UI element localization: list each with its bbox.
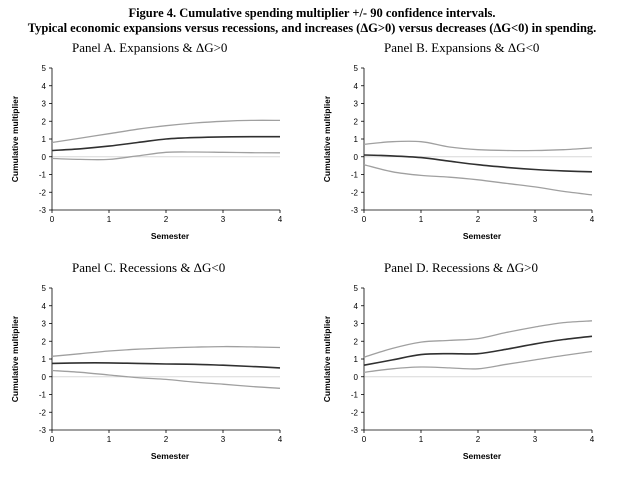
panel-a-y-tick-label: 1: [42, 135, 47, 144]
panel-d-estimate-line: [363, 335, 593, 366]
panel-b-y-axis-label: Cumulative multiplier: [322, 95, 332, 182]
panel-b-y-tick-label: 5: [354, 64, 359, 73]
panel-a-x-tick-label: 3: [221, 215, 226, 224]
panel-b-y-tick-label: 0: [354, 153, 359, 162]
panel-b-y-tick-label: 2: [354, 117, 359, 126]
panel-c-y-tick-label: 5: [42, 284, 47, 293]
panel-b-estimate-line: [363, 154, 593, 173]
panel-b-x-tick-label: 0: [362, 215, 367, 224]
panel-c-y-tick-label: -1: [39, 391, 47, 400]
panel-b-y-tick-label: 1: [354, 135, 359, 144]
panel-d-y-tick-label: -3: [351, 426, 359, 435]
panel-a-y-tick-label: 0: [42, 153, 47, 162]
panel-d-upper-line: [363, 320, 593, 358]
panel-a-x-tick-label: 0: [50, 215, 55, 224]
panel-c-y-tick-label: 1: [42, 355, 47, 364]
panel-a-title: Panel A. Expansions & ΔG>0: [72, 40, 227, 55]
panel-a-y-tick-label: 2: [42, 117, 47, 126]
panel-b: Panel B. Expansions & ΔG<0 -3 -2 -1 0 1 2 3 4 5 0 1…: [312, 38, 624, 258]
panel-a-estimate-line: [51, 135, 280, 152]
panel-a-y-tick-label: 4: [42, 82, 47, 91]
panel-d-y-tick-label: 4: [354, 302, 359, 311]
panel-d-x-tick-label: 4: [590, 435, 595, 444]
panel-c-upper-line: [51, 345, 281, 357]
panel-c-x-tick-label: 2: [164, 435, 169, 444]
panel-b-y-tick-label: 3: [354, 100, 359, 109]
panel-a-chart: Panel A. Expansions & ΔG>0 -3 -2 -1 0 1 2 3 4 5 0 1…: [10, 40, 283, 241]
figure-title-line-1: Figure 4. Cumulative spending multiplier…: [128, 6, 496, 20]
panel-d-title: Panel D. Recessions & ΔG>0: [384, 260, 538, 275]
panel-a-y-axis-label: Cumulative multiplier: [10, 95, 20, 182]
panel-b-title: Panel B. Expansions & ΔG<0: [384, 40, 539, 55]
panel-b-lower-line: [363, 164, 593, 196]
panel-c-y-tick-label: 3: [42, 320, 47, 329]
panel-d-y-tick-label: 1: [354, 355, 359, 364]
panel-d: Panel D. Recessions & ΔG>0 -3 -2 -1 0 1 2 3 4 5 0 1…: [312, 258, 624, 478]
panel-b-y-tick-label: -2: [351, 188, 359, 197]
panel-c-y-tick-label: 4: [42, 302, 47, 311]
panel-d-y-tick-label: -2: [351, 408, 359, 417]
panel-b-x-tick-label: 3: [533, 215, 538, 224]
panel-a-upper-line: [51, 119, 281, 144]
panel-d-x-tick-label: 3: [533, 435, 538, 444]
panel-b-x-tick-label: 2: [476, 215, 481, 224]
panel-b-y-tick-label: -3: [351, 206, 359, 215]
panel-d-y-tick-label: 2: [354, 337, 359, 346]
panel-c-y-tick-label: 2: [42, 337, 47, 346]
figure-title: Figure 4. Cumulative spending multiplier…: [0, 6, 624, 36]
panel-c: Panel C. Recessions & ΔG<0 -3 -2 -1 0 1 2 3 4 5 0 1…: [0, 258, 312, 478]
panel-c-x-axis-label: Semester: [151, 451, 190, 461]
panel-a: Panel A. Expansions & ΔG>0 -3 -2 -1 0 1 2 3 4 5 0 1…: [0, 38, 312, 258]
panel-c-y-axis-label: Cumulative multiplier: [10, 315, 20, 402]
panel-a-lower-line: [51, 151, 281, 161]
panel-a-x-tick-label: 2: [164, 215, 169, 224]
panel-a-y-tick-label: -2: [39, 188, 47, 197]
panel-c-x-tick-label: 3: [221, 435, 226, 444]
panel-d-chart: Panel D. Recessions & ΔG>0 -3 -2 -1 0 1 2 3 4 5 0 1…: [322, 260, 595, 461]
panel-d-y-tick-label: 0: [354, 373, 359, 382]
panel-d-y-tick-label: 3: [354, 320, 359, 329]
panel-a-y-tick-label: -1: [39, 171, 47, 180]
panel-b-x-tick-label: 1: [419, 215, 424, 224]
panel-b-x-axis-label: Semester: [463, 231, 502, 241]
panel-d-x-tick-label: 1: [419, 435, 424, 444]
panel-c-title: Panel C. Recessions & ΔG<0: [72, 260, 225, 275]
panel-d-y-tick-label: 5: [354, 284, 359, 293]
panel-c-y-tick-label: 0: [42, 373, 47, 382]
panel-b-chart: Panel B. Expansions & ΔG<0 -3 -2 -1 0 1 2 3 4 5 0 1…: [322, 40, 595, 241]
panel-d-x-axis-label: Semester: [463, 451, 502, 461]
panel-c-x-tick-label: 4: [278, 435, 283, 444]
panel-c-lower-line: [51, 369, 281, 389]
panel-c-x-tick-label: 0: [50, 435, 55, 444]
panel-c-y-tick-label: -2: [39, 408, 47, 417]
panel-d-y-tick-label: -1: [351, 391, 359, 400]
panel-d-x-tick-label: 2: [476, 435, 481, 444]
panel-b-x-tick-label: 4: [590, 215, 595, 224]
panel-a-y-tick-label: 5: [42, 64, 47, 73]
panel-c-estimate-line: [51, 362, 281, 369]
panel-a-y-tick-label: 3: [42, 100, 47, 109]
panel-d-x-tick-label: 0: [362, 435, 367, 444]
panel-b-y-tick-label: -1: [351, 171, 359, 180]
panel-a-x-tick-label: 4: [278, 215, 283, 224]
figure-title-line-2: Typical economic expansions versus reces…: [27, 21, 597, 35]
panel-a-x-axis-label: Semester: [151, 231, 190, 241]
panel-a-y-tick-label: -3: [39, 206, 47, 215]
panel-d-y-axis-label: Cumulative multiplier: [322, 315, 332, 402]
panel-b-y-tick-label: 4: [354, 82, 359, 91]
panel-c-chart: Panel C. Recessions & ΔG<0 -3 -2 -1 0 1 2 3 4 5 0 1…: [10, 260, 283, 461]
panel-b-upper-line: [363, 140, 593, 152]
panel-a-x-tick-label: 1: [107, 215, 112, 224]
panel-d-lower-line: [363, 350, 593, 373]
panel-c-x-tick-label: 1: [107, 435, 112, 444]
panel-c-y-tick-label: -3: [39, 426, 47, 435]
